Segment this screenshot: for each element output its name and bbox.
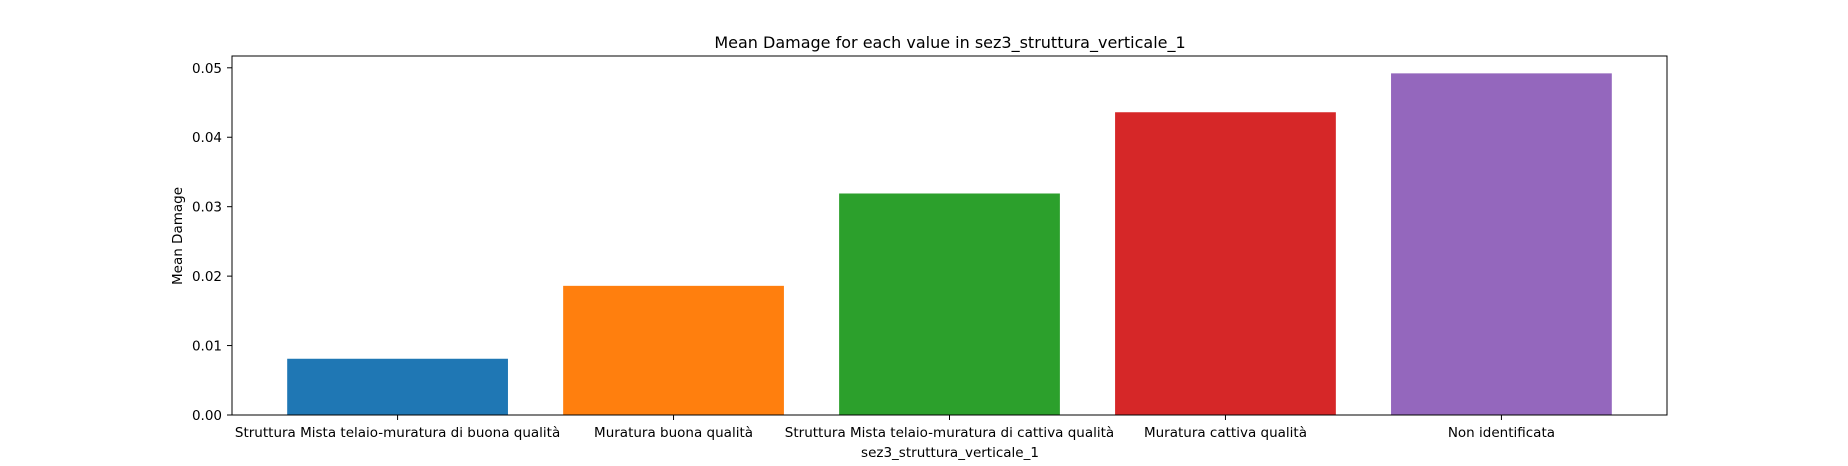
y-axis-label: Mean Damage bbox=[170, 187, 186, 285]
bar-3 bbox=[1115, 112, 1336, 415]
y-tick-label-4: 0.04 bbox=[192, 130, 222, 146]
bar-2 bbox=[839, 193, 1060, 415]
x-tick-label-3: Muratura cattiva qualità bbox=[1144, 425, 1307, 441]
bar-4 bbox=[1391, 73, 1612, 415]
chart-title: Mean Damage for each value in sez3_strut… bbox=[714, 33, 1185, 53]
y-tick-label-5: 0.05 bbox=[192, 61, 222, 77]
bar-1 bbox=[563, 285, 784, 415]
x-tick-label-1: Muratura buona qualità bbox=[594, 425, 753, 441]
plot-frame bbox=[231, 55, 1668, 416]
x-axis-label: sez3_struttura_verticale_1 bbox=[861, 445, 1039, 461]
x-tick-label-0: Struttura Mista telaio-muratura di buona… bbox=[235, 425, 560, 441]
y-tick-label-0: 0.00 bbox=[192, 408, 222, 424]
x-tick-label-2: Struttura Mista telaio-muratura di catti… bbox=[785, 425, 1114, 441]
plot-area: Struttura Mista telaio-muratura di buona… bbox=[192, 61, 1612, 441]
y-tick-label-1: 0.01 bbox=[192, 339, 222, 355]
y-tick-label-3: 0.03 bbox=[192, 200, 222, 216]
y-tick-label-2: 0.02 bbox=[192, 269, 222, 285]
bar-0 bbox=[287, 358, 508, 415]
x-tick-label-4: Non identificata bbox=[1448, 425, 1555, 441]
